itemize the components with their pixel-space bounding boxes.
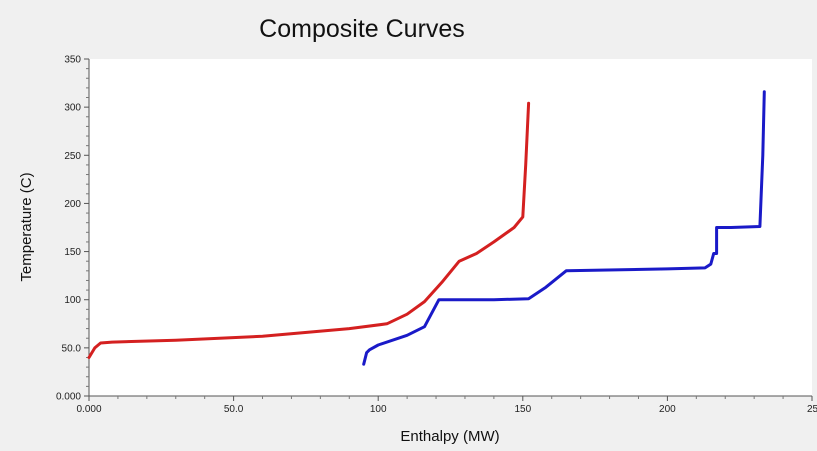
plot-area	[89, 59, 812, 396]
series-layer	[87, 90, 766, 366]
x-tick-label: 150	[514, 404, 531, 415]
cold-composite-curve	[362, 90, 766, 366]
y-tick-label: 250	[64, 151, 81, 162]
y-tick-label: 100	[64, 295, 81, 306]
x-tick-label: 0.000	[76, 404, 101, 415]
y-axis-title: Temperature (C)	[18, 172, 35, 281]
x-tick-label: 200	[659, 404, 676, 415]
y-tick-label: 300	[64, 103, 81, 114]
chart-title: Composite Curves	[259, 15, 465, 43]
x-tick-label: 50.0	[224, 404, 244, 415]
x-tick-label: 25	[807, 404, 817, 415]
y-tick-label: 200	[64, 199, 81, 210]
axes: 0.000 50.0 100 150 200 250 300 350 0.000 50.0 100 1…	[56, 55, 817, 416]
y-tick-label: 0.000	[56, 392, 81, 403]
y-tick-label: 50.0	[62, 343, 82, 354]
x-tick-label: 100	[370, 404, 387, 415]
y-tick-label: 350	[64, 55, 81, 66]
x-axis-title: Enthalpy (MW)	[400, 428, 499, 445]
y-tick-label: 150	[64, 247, 81, 258]
hot-composite-curve	[87, 101, 531, 359]
